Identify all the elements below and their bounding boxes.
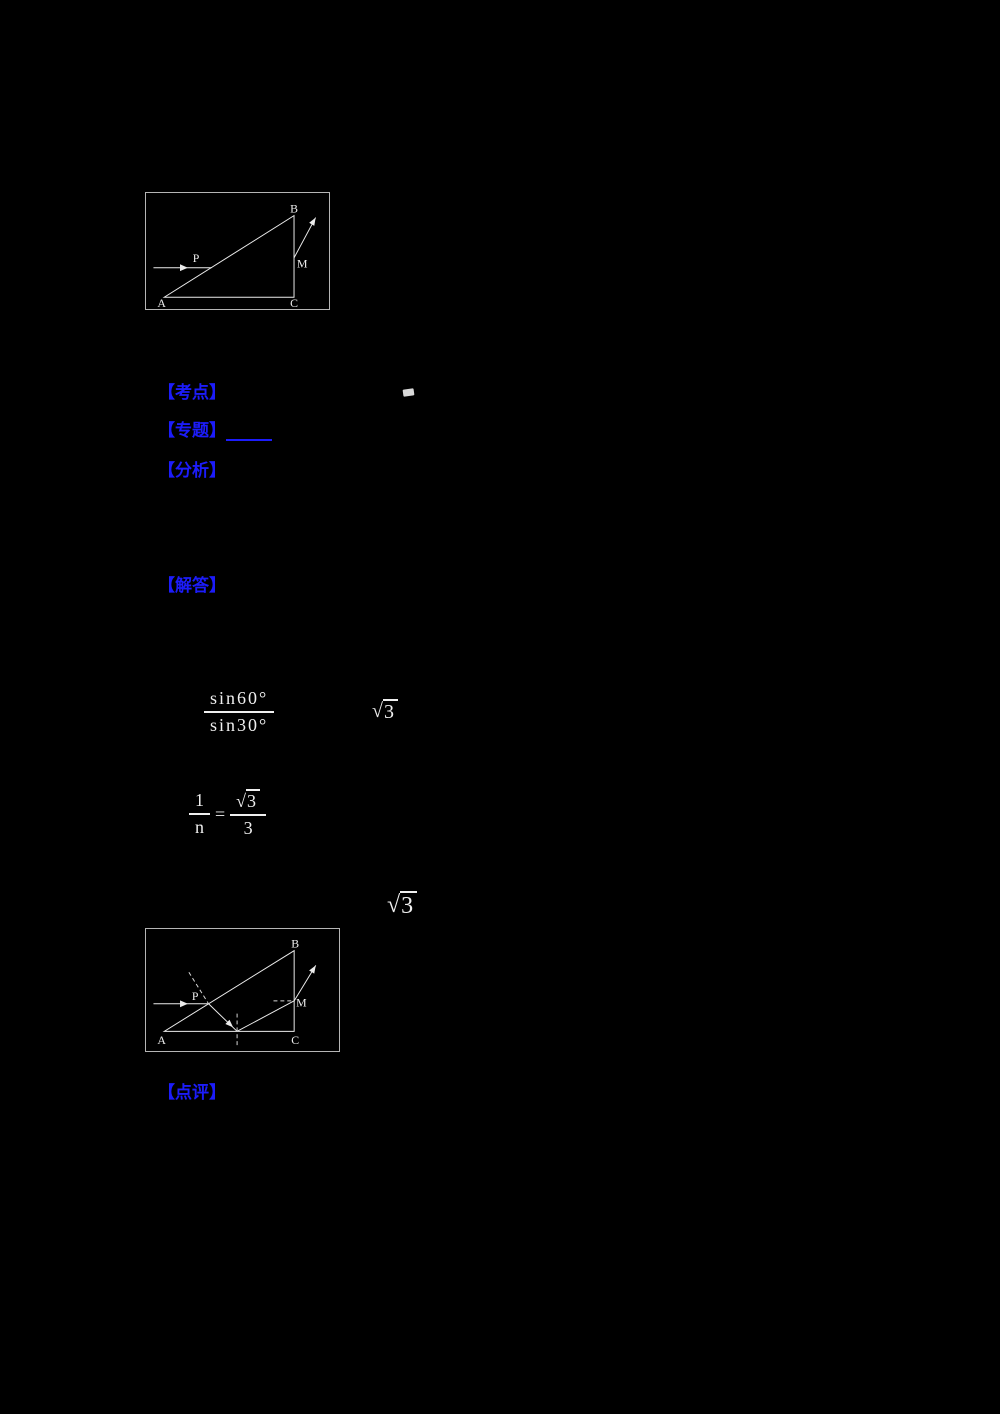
- radicand-3: 3: [246, 789, 261, 812]
- section-dianping-label: 【点评】: [158, 1083, 226, 1102]
- prism-triangle: [162, 949, 295, 1032]
- result-sqrt3: √ 3: [387, 891, 418, 920]
- section-kaodian-label: 【考点】: [158, 383, 226, 402]
- sine-ratio-fraction: sin60° sin30°: [204, 688, 275, 736]
- vertex-label-B: B: [290, 202, 298, 216]
- point-label-P: P: [192, 989, 199, 1003]
- exit-ray-arrowhead: [309, 217, 316, 226]
- figure-prism-setup: B A C P M: [145, 192, 330, 310]
- section-zhuanti-label: 【专题】: [158, 421, 226, 440]
- figure-light-path-solution: B A C P M: [145, 928, 340, 1052]
- radical-sign: √: [372, 700, 383, 722]
- radical-sign: √: [236, 791, 247, 811]
- vertex-label-C: C: [290, 296, 298, 310]
- sqrt3-over-3-fraction: √3 3: [230, 789, 267, 839]
- point-label-M: M: [297, 257, 308, 271]
- incident-ray-arrowhead: [180, 1000, 188, 1008]
- sqrt3-numerator: √3: [230, 789, 267, 816]
- vertex-label-B: B: [291, 937, 299, 951]
- sine-ratio-result-sqrt3: √ 3: [372, 699, 398, 724]
- incident-ray-arrowhead: [179, 264, 188, 272]
- zhuanti-underline-blank: [226, 439, 272, 441]
- vertex-label-A: A: [157, 296, 166, 310]
- one-over-n-denominator: n: [195, 817, 204, 837]
- refracted-ray-arrowhead: [225, 1019, 234, 1028]
- reflected-ray: [236, 1000, 295, 1032]
- radicand-3: 3: [382, 699, 398, 724]
- vertex-label-C: C: [291, 1033, 299, 1047]
- sine-ratio-denominator: sin30°: [210, 715, 269, 735]
- radicand-3: 3: [400, 891, 418, 920]
- one-over-n-fraction: 1 n: [189, 790, 210, 838]
- radical-sign: √: [387, 892, 401, 918]
- sine-ratio-formula: sin60° sin30°: [204, 688, 275, 736]
- equals-sign: =: [215, 803, 226, 824]
- point-label-P: P: [193, 251, 200, 265]
- section-fenxi-label: 【分析】: [158, 461, 226, 480]
- section-jieda-label: 【解答】: [158, 576, 226, 595]
- sqrt3-fraction-denominator: 3: [243, 818, 253, 838]
- point-label-M: M: [296, 996, 307, 1010]
- vertex-label-A: A: [157, 1033, 166, 1047]
- one-over-n-numerator: 1: [189, 790, 210, 815]
- critical-angle-sine-formula: 1 n = √3 3: [189, 789, 267, 839]
- prism-triangle: [162, 214, 295, 298]
- normal-at-P-dashed: [188, 972, 209, 1005]
- stray-mark: [402, 388, 415, 397]
- sine-ratio-numerator: sin60°: [204, 688, 275, 713]
- exit-ray-arrowhead: [309, 965, 316, 974]
